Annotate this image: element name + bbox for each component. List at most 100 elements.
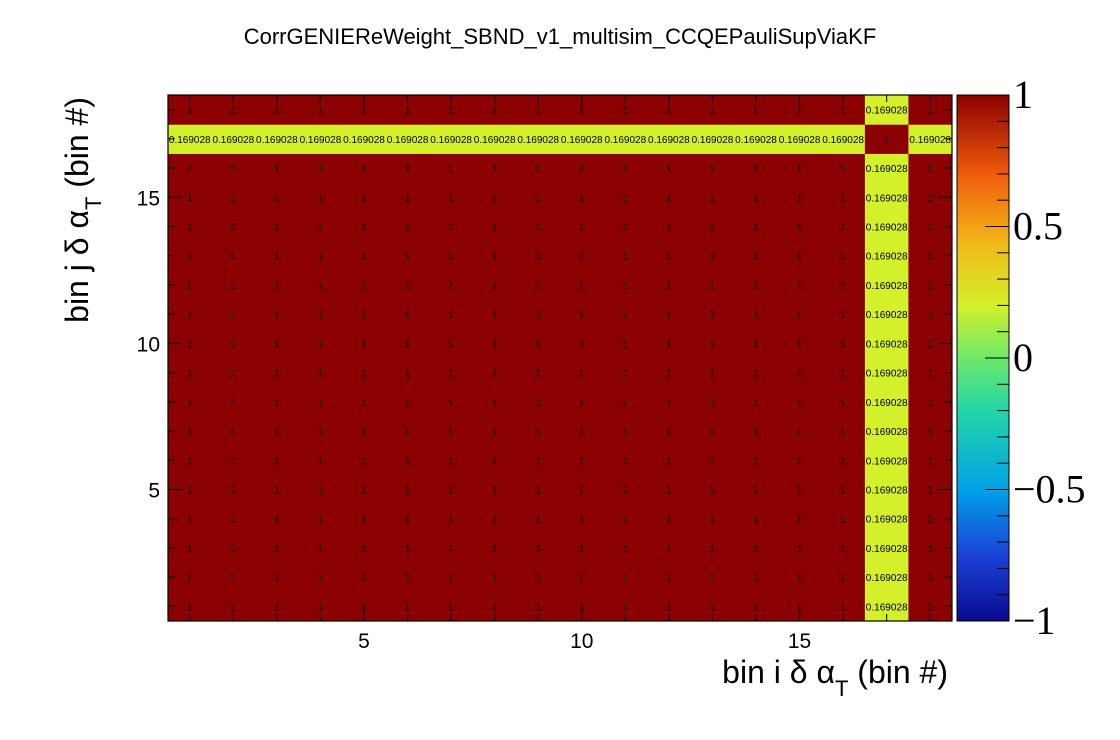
heatmap-cell-value: 1 — [753, 310, 759, 321]
heatmap-cell — [298, 474, 343, 505]
x-tick-label: 10 — [570, 630, 593, 653]
heatmap-cell — [864, 504, 909, 534]
heatmap-cell-value: 1 — [274, 486, 280, 497]
heatmap-cell — [385, 445, 430, 476]
heatmap-cell-value: 0.169028 — [561, 135, 603, 146]
heatmap-cell — [342, 241, 387, 271]
heatmap-cell — [647, 358, 692, 388]
heatmap-cell-value: 1 — [361, 427, 367, 438]
heatmap-cell-value: 1 — [187, 339, 193, 350]
heatmap-cell-value: 1 — [492, 486, 498, 497]
heatmap-cells — [168, 95, 953, 622]
heatmap-cell — [821, 328, 866, 359]
heatmap-cell — [298, 299, 343, 330]
heatmap-cell — [472, 358, 517, 388]
heatmap-cell — [864, 182, 909, 213]
heatmap-cell-value: 1 — [535, 486, 541, 497]
heatmap-cell — [647, 270, 692, 301]
heatmap-cell — [168, 241, 213, 271]
heatmap-cell-value: 1 — [448, 544, 454, 555]
heatmap-cell-value: 1 — [231, 369, 237, 380]
heatmap-cell — [255, 299, 300, 330]
heatmap-cell — [516, 182, 561, 213]
heatmap-cell — [429, 270, 474, 301]
heatmap-cell — [211, 416, 256, 447]
heatmap-cell-value: 1 — [318, 281, 324, 292]
heatmap-cell-value: 1 — [448, 427, 454, 438]
heatmap-cell — [821, 562, 866, 593]
heatmap-cell — [690, 504, 735, 534]
heatmap-cell — [298, 241, 343, 271]
heatmap-cell-value: 1 — [535, 193, 541, 204]
heatmap-cell-value: 1 — [753, 427, 759, 438]
heatmap-cell — [516, 474, 561, 505]
heatmap-cell-value: 1 — [318, 339, 324, 350]
heatmap-cell — [647, 504, 692, 534]
heatmap-cell-value: 1 — [840, 602, 846, 613]
heatmap-cell-value: 1 — [753, 223, 759, 234]
heatmap-cell-value: 1 — [623, 573, 629, 584]
heatmap-cell — [560, 211, 605, 242]
heatmap-cell — [821, 182, 866, 213]
heatmap-cell-value: 1 — [405, 486, 411, 497]
heatmap-cell-value: 1 — [405, 573, 411, 584]
heatmap-cell — [560, 241, 605, 271]
heatmap-cell-value: 0.169028 — [866, 544, 908, 555]
heatmap-cell — [777, 270, 822, 301]
heatmap-cell — [864, 387, 909, 417]
heatmap-cell — [255, 562, 300, 593]
heatmap-cell-value: 1 — [710, 544, 716, 555]
heatmap-cell-value: 1 — [535, 515, 541, 526]
heatmap-cell — [211, 153, 256, 184]
heatmap-cell — [429, 328, 474, 359]
heatmap-cell — [472, 182, 517, 213]
heatmap-cell — [821, 533, 866, 564]
heatmap-cell-value: 1 — [579, 486, 585, 497]
heatmap-cell — [472, 445, 517, 476]
heatmap-cell-value: 0.169028 — [256, 135, 298, 146]
heatmap-cell — [385, 504, 430, 534]
heatmap-cell-value: 1 — [666, 602, 672, 613]
palette-tick-label: 0.5 — [1013, 204, 1063, 249]
heatmap-cell-value: 1 — [535, 369, 541, 380]
heatmap-cell — [777, 562, 822, 593]
heatmap-cell — [429, 182, 474, 213]
heatmap-cell-value: 1 — [623, 281, 629, 292]
heatmap-cell-value: 1 — [318, 193, 324, 204]
heatmap-cell-value: 0.169028 — [866, 281, 908, 292]
heatmap-cell-value: 1 — [840, 281, 846, 292]
heatmap-cell-value: 1 — [231, 281, 237, 292]
heatmap-cell-value: 1 — [448, 515, 454, 526]
heatmap-cell — [690, 387, 735, 417]
heatmap-cell — [516, 387, 561, 417]
heatmap-cell-value: 0.169028 — [909, 135, 951, 146]
heatmap-cell-value: 1 — [579, 164, 585, 175]
heatmap-cell-value: 1 — [623, 339, 629, 350]
heatmap-cell — [690, 358, 735, 388]
heatmap-cell — [168, 387, 213, 417]
heatmap-cell-value: 1 — [753, 544, 759, 555]
heatmap-cell-value: 1 — [840, 515, 846, 526]
heatmap-cell-value: 1 — [927, 106, 933, 117]
heatmap-cell-value: 1 — [274, 223, 280, 234]
heatmap-cell-value: 1 — [187, 193, 193, 204]
heatmap-cell — [777, 124, 822, 154]
heatmap-cell — [647, 533, 692, 564]
heatmap-cell-value: 1 — [927, 544, 933, 555]
heatmap-cell — [298, 153, 343, 184]
heatmap-cell — [429, 241, 474, 271]
heatmap-cell-value: 0.169028 — [866, 398, 908, 409]
heatmap-cell-value: 1 — [405, 193, 411, 204]
heatmap-cell — [342, 211, 387, 242]
heatmap-cell-value: 1 — [492, 339, 498, 350]
heatmap-cell-value: 1 — [535, 544, 541, 555]
heatmap-cell — [560, 182, 605, 213]
heatmap-cell — [516, 358, 561, 388]
heatmap-cell-value: 1 — [840, 369, 846, 380]
heatmap-cell-value: 1 — [448, 456, 454, 467]
heatmap-cell-value: 0.169028 — [343, 135, 385, 146]
heatmap-cell-value: 1 — [666, 310, 672, 321]
heatmap-cell-value: 1 — [579, 193, 585, 204]
heatmap-cell — [821, 270, 866, 301]
